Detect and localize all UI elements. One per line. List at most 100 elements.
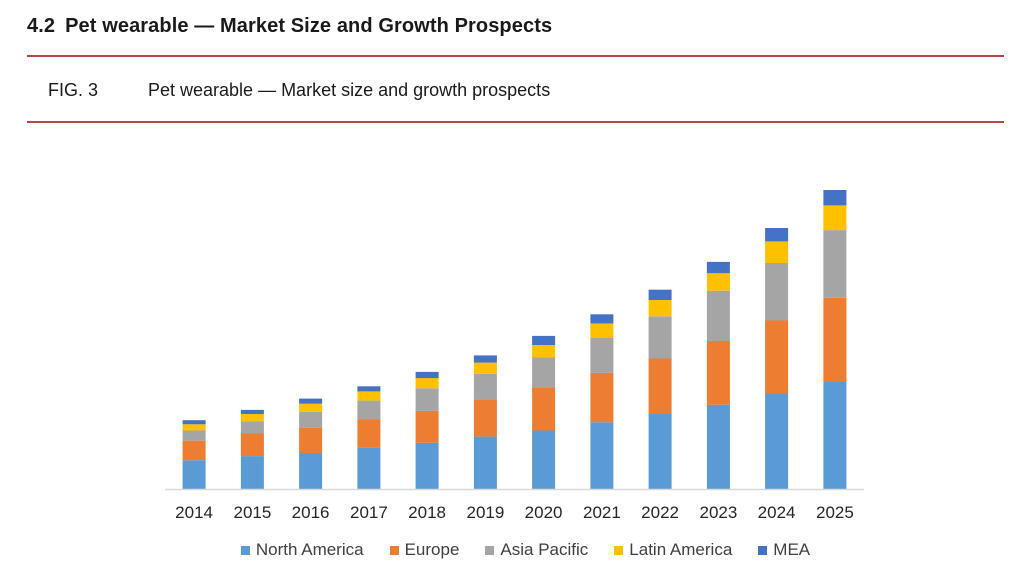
bar-segment-europe-2017 bbox=[357, 419, 381, 448]
legend-label: North America bbox=[255, 540, 364, 559]
header-divider bbox=[27, 55, 1004, 57]
bar-segment-mea-2016 bbox=[299, 398, 323, 404]
bar-segment-asia-pacific-2014 bbox=[182, 430, 206, 441]
bar-stack-2018 bbox=[415, 371, 439, 489]
bar-segment-latin-america-2019 bbox=[473, 362, 497, 374]
bar-stack-2025 bbox=[823, 190, 847, 489]
legend-item-north-america: North America bbox=[240, 540, 364, 560]
section-title: Pet wearable — Market Size and Growth Pr… bbox=[65, 15, 553, 37]
bar-segment-mea-2025 bbox=[823, 190, 847, 206]
bar-segment-mea-2021 bbox=[590, 314, 614, 324]
bar-segment-north-america-2020 bbox=[532, 430, 556, 489]
bar-segment-asia-pacific-2015 bbox=[240, 421, 264, 434]
bar-segment-europe-2024 bbox=[765, 320, 789, 394]
x-tick-label: 2014 bbox=[175, 503, 213, 522]
bar-stack-2014 bbox=[182, 420, 206, 489]
x-axis-ticks: 2014 2015 2016 2017 2018 2019 2020 2021 2022 2023… bbox=[175, 503, 854, 522]
bar-segment-europe-2022 bbox=[648, 358, 672, 414]
bar-segment-mea-2024 bbox=[765, 228, 789, 242]
x-tick-label: 2021 bbox=[583, 503, 621, 522]
section-heading: 4.2 Pet wearable — Market Size and Growth… bbox=[27, 15, 552, 38]
bar-stack-2024 bbox=[765, 228, 789, 489]
x-tick-label: 2017 bbox=[350, 503, 388, 522]
bar-segment-europe-2014 bbox=[182, 440, 206, 461]
legend-label: Latin America bbox=[629, 540, 733, 559]
bar-segment-latin-america-2023 bbox=[706, 273, 730, 291]
bar-segment-europe-2021 bbox=[590, 372, 614, 423]
legend-item-asia-pacific: Asia Pacific bbox=[485, 540, 588, 560]
bar-segment-north-america-2016 bbox=[299, 453, 323, 489]
bar-segment-latin-america-2018 bbox=[415, 378, 439, 389]
bar-segment-north-america-2014 bbox=[182, 460, 206, 489]
bar-segment-mea-2023 bbox=[706, 261, 730, 274]
bar-segment-europe-2023 bbox=[706, 341, 730, 405]
bar-segment-asia-pacific-2019 bbox=[473, 373, 497, 400]
bar-segment-latin-america-2024 bbox=[765, 241, 789, 263]
legend-swatch bbox=[240, 545, 250, 555]
x-tick-label: 2020 bbox=[525, 503, 563, 522]
chart-legend: North America Europe Asia Pacific Latin Ame… bbox=[0, 540, 1014, 560]
bar-segment-europe-2018 bbox=[415, 410, 439, 443]
legend-label: MEA bbox=[773, 540, 811, 559]
x-tick-label: 2015 bbox=[233, 503, 271, 522]
legend-label: Asia Pacific bbox=[500, 540, 589, 559]
bar-segment-asia-pacific-2024 bbox=[765, 263, 789, 321]
x-tick-label: 2019 bbox=[466, 503, 504, 522]
bar-segment-latin-america-2022 bbox=[648, 299, 672, 317]
bar-segment-asia-pacific-2017 bbox=[357, 400, 381, 420]
section-number: 4.2 bbox=[27, 15, 56, 37]
legend-item-mea: MEA bbox=[758, 540, 810, 560]
bar-segment-latin-america-2025 bbox=[823, 205, 847, 231]
bar-segment-latin-america-2021 bbox=[590, 323, 614, 338]
bar-segment-mea-2015 bbox=[240, 409, 264, 414]
bar-segment-europe-2020 bbox=[532, 387, 556, 431]
x-tick-label: 2022 bbox=[641, 503, 679, 522]
bar-segment-north-america-2024 bbox=[765, 393, 789, 489]
legend-swatch bbox=[758, 545, 768, 555]
legend-swatch bbox=[614, 545, 624, 555]
bar-segment-europe-2025 bbox=[823, 297, 847, 382]
bar-segment-mea-2019 bbox=[473, 355, 497, 363]
figure-label: FIG. 3 bbox=[48, 80, 99, 100]
bar-segment-north-america-2022 bbox=[648, 414, 672, 489]
bar-segment-asia-pacific-2018 bbox=[415, 388, 439, 411]
x-tick-label: 2016 bbox=[292, 503, 330, 522]
bar-segment-asia-pacific-2025 bbox=[823, 230, 847, 298]
bar-segment-mea-2017 bbox=[357, 386, 381, 392]
legend-item-latin-america: Latin America bbox=[614, 540, 732, 560]
bar-segment-latin-america-2020 bbox=[532, 345, 556, 358]
bar-segment-mea-2018 bbox=[415, 371, 439, 379]
bar-stack-2021 bbox=[590, 314, 614, 489]
bar-segment-north-america-2019 bbox=[473, 436, 497, 489]
x-tick-label: 2025 bbox=[816, 503, 854, 522]
bar-segment-north-america-2025 bbox=[823, 381, 847, 489]
bar-segment-north-america-2023 bbox=[706, 404, 730, 489]
legend-item-europe: Europe bbox=[389, 540, 459, 560]
stacked-bar-chart: 2014 2015 2016 2017 2018 2019 2020 2021 2022 2023… bbox=[165, 190, 864, 522]
bar-stack-2016 bbox=[299, 398, 323, 489]
bar-segment-north-america-2015 bbox=[240, 456, 264, 489]
x-tick-label: 2018 bbox=[408, 503, 446, 522]
bar-stack-2019 bbox=[473, 355, 497, 489]
bar-segment-europe-2016 bbox=[299, 427, 323, 454]
bar-segment-north-america-2017 bbox=[357, 447, 381, 489]
bar-segment-latin-america-2015 bbox=[240, 414, 264, 422]
bar-segment-asia-pacific-2020 bbox=[532, 357, 556, 388]
x-tick-label: 2024 bbox=[758, 503, 796, 522]
caption-divider bbox=[27, 121, 1004, 123]
bar-segment-asia-pacific-2023 bbox=[706, 290, 730, 341]
bar-segment-north-america-2021 bbox=[590, 422, 614, 489]
bar-stack-2015 bbox=[240, 409, 264, 489]
bar-segment-latin-america-2014 bbox=[182, 424, 206, 431]
bar-segment-europe-2015 bbox=[240, 433, 264, 457]
x-tick-label: 2023 bbox=[699, 503, 737, 522]
bar-stack-2020 bbox=[532, 335, 556, 489]
bar-segment-mea-2022 bbox=[648, 289, 672, 300]
bar-stack-2023 bbox=[706, 261, 730, 489]
bar-segment-latin-america-2017 bbox=[357, 391, 381, 401]
figure-caption: Pet wearable — Market size and growth pr… bbox=[148, 80, 551, 100]
bar-segment-latin-america-2016 bbox=[299, 403, 323, 412]
bar-segment-asia-pacific-2022 bbox=[648, 316, 672, 359]
bar-segment-mea-2020 bbox=[532, 335, 556, 346]
bar-segment-north-america-2018 bbox=[415, 442, 439, 489]
